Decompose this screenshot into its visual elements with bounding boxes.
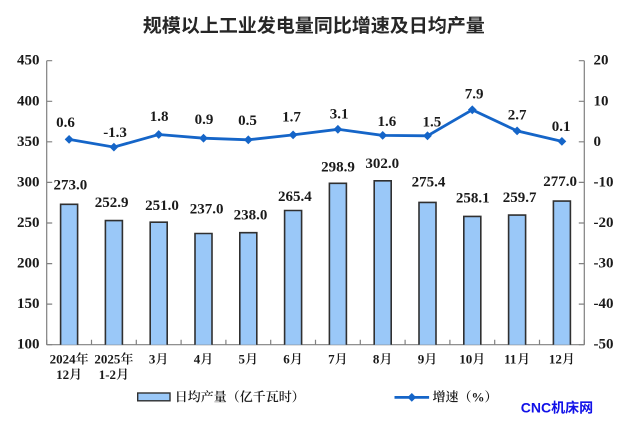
svg-text:251.0: 251.0 [145,198,179,214]
svg-text:1.5: 1.5 [423,115,442,131]
svg-text:238.0: 238.0 [234,207,268,223]
svg-text:298.9: 298.9 [321,159,355,175]
svg-text:200: 200 [17,256,40,272]
svg-text:7.9: 7.9 [465,86,484,102]
svg-text:277.0: 277.0 [543,174,577,190]
svg-text:0.9: 0.9 [195,112,214,128]
svg-text:CNC: CNC [521,400,551,416]
svg-text:12: 12 [549,352,562,367]
svg-text:265.4: 265.4 [278,189,312,205]
svg-text:10: 10 [594,93,609,109]
svg-text:100: 100 [17,337,40,353]
svg-text:%: % [472,389,485,404]
svg-text:8: 8 [373,352,380,367]
svg-text:2025: 2025 [94,352,121,367]
svg-text:4: 4 [194,352,201,367]
svg-text:7: 7 [328,352,335,367]
svg-text:-1.3: -1.3 [103,125,127,141]
svg-text:-10: -10 [594,174,614,190]
svg-text:300: 300 [17,174,40,190]
svg-text:258.1: 258.1 [456,191,490,207]
svg-text:12: 12 [56,367,69,382]
svg-text:2024: 2024 [50,352,77,367]
svg-text:275.4: 275.4 [412,175,446,191]
svg-text:11: 11 [504,352,516,367]
svg-text:-50: -50 [594,337,614,353]
svg-text:-20: -20 [594,215,614,231]
svg-text:250: 250 [17,215,40,231]
svg-text:3: 3 [149,352,156,367]
svg-text:6: 6 [283,352,290,367]
svg-text:0: 0 [594,134,602,150]
svg-text:9: 9 [418,352,425,367]
svg-text:450: 450 [17,53,40,69]
svg-text:1-2: 1-2 [99,367,116,382]
svg-text:273.0: 273.0 [54,178,88,194]
svg-text:10: 10 [459,352,472,367]
svg-text:1.6: 1.6 [378,114,397,130]
svg-text:3.1: 3.1 [330,107,349,123]
svg-text:0.6: 0.6 [56,115,75,131]
svg-text:0.1: 0.1 [552,119,571,135]
svg-text:20: 20 [594,53,609,69]
svg-text:237.0: 237.0 [190,202,224,218]
svg-text:400: 400 [17,93,40,109]
svg-text:2.7: 2.7 [508,107,527,123]
svg-text:1.8: 1.8 [150,109,169,125]
svg-text:1.7: 1.7 [282,110,301,126]
svg-text:-40: -40 [594,296,614,312]
svg-text:-30: -30 [594,256,614,272]
svg-text:0.5: 0.5 [238,113,257,129]
svg-text:259.7: 259.7 [503,190,537,206]
svg-text:5: 5 [239,352,246,367]
svg-text:302.0: 302.0 [365,156,399,172]
svg-text:350: 350 [17,134,40,150]
svg-text:150: 150 [17,296,40,312]
svg-text:252.9: 252.9 [95,195,129,211]
